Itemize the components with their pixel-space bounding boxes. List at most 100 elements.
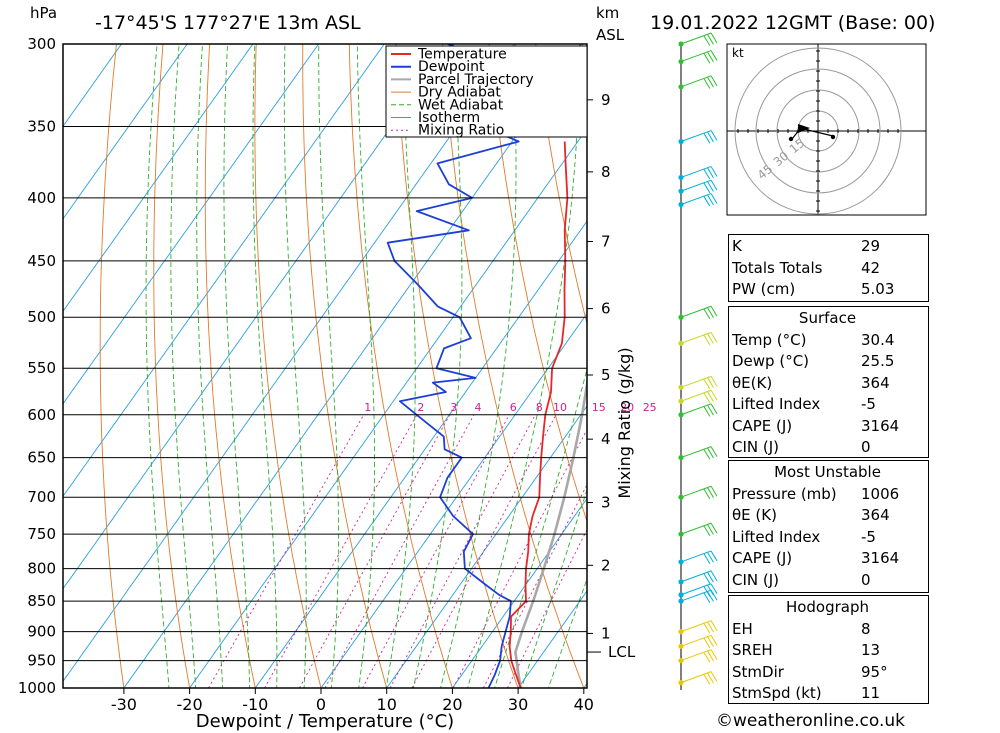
wind-barb-flag (710, 635, 718, 646)
wind-barb-flag (707, 333, 714, 344)
wind-barb-flag (710, 306, 718, 317)
wind-barb-flag (707, 487, 714, 498)
wind-barb-flag (707, 571, 714, 583)
temperature-tick-label: 40 (574, 695, 594, 714)
isotherm-line (63, 44, 188, 220)
dry-adiabat-line (924, 0, 1000, 714)
pressure-tick-label: 450 (27, 252, 56, 270)
unstable-label: θE (K) (732, 506, 777, 524)
pressure-tick-label: 550 (27, 359, 56, 377)
unstable-value: 364 (861, 506, 890, 524)
wet-adiabat-line (440, 44, 517, 688)
dry-adiabat-line (99, 44, 125, 688)
legend-label: Dry Adiabat (418, 85, 501, 101)
hodo-row: StmSpd (kt) 11 (728, 683, 927, 705)
wind-profile (678, 32, 718, 690)
site-credit[interactable]: ©weatheronline.co.uk (716, 711, 906, 731)
wind-barb (680, 193, 712, 205)
wind-barb (680, 634, 712, 647)
hodograph-unit-label: kt (732, 46, 744, 60)
location-label: -17°45'S 177°27'E 13m ASL (95, 12, 361, 34)
pressure-tick-label: 800 (27, 560, 56, 578)
km-tick-label: 2 (601, 556, 611, 574)
legend-label: Dewpoint (418, 59, 485, 75)
mixing-ratio-line (452, 428, 587, 688)
unstable-value: -5 (861, 527, 876, 546)
km-tick-label: 9 (601, 91, 611, 109)
wind-barb-flag (703, 448, 711, 460)
wind-barb (680, 583, 712, 596)
hodo-value: 11 (861, 684, 881, 702)
wind-barb-flag (707, 194, 714, 206)
wind-barb-flag (710, 332, 718, 343)
wind-barb-flag (710, 75, 718, 87)
surface-table: Surface Temp (°C) 30.4 Dewp (°C) 25.5 θE(K) 3… (728, 306, 927, 459)
storm-motion-arrow (798, 124, 810, 133)
wind-barb-flag (710, 485, 718, 497)
pressure-tick-label: 500 (27, 308, 56, 326)
wind-barb-flag (707, 591, 714, 602)
sounding-curves (386, 44, 587, 688)
pressure-tick-label: 950 (27, 652, 56, 670)
general-row: K 29 (728, 236, 927, 258)
hodo-label: SREH (732, 641, 773, 659)
pressure-tick-label: 300 (27, 35, 56, 53)
wind-barb (680, 589, 712, 602)
wind-barb-flag (703, 651, 711, 663)
wind-barb-flag (703, 592, 711, 603)
wind-barb-flag (707, 621, 714, 633)
wind-barb-flag (707, 181, 714, 192)
surface-box (728, 306, 929, 458)
wind-barb-flag (707, 404, 714, 416)
hodo-row: EH 8 (728, 619, 927, 641)
km-tick-label: 7 (601, 233, 611, 251)
surface-value: 0 (861, 438, 871, 456)
wind-barb-flag (710, 446, 718, 457)
hodograph-point (830, 134, 836, 140)
mixing-ratio-tick-label: 20 (620, 401, 634, 414)
wet-adiabat-line (318, 44, 339, 688)
wind-level-dot (678, 579, 684, 585)
temperature-tick-label: 30 (508, 695, 528, 714)
km-tick-label: 1 (601, 624, 611, 642)
hodograph-ring (776, 89, 860, 173)
most-unstable-box (728, 460, 929, 593)
mixing-ratio-line (264, 414, 418, 688)
wind-barb (680, 375, 712, 388)
temperature-tick-label: 0 (316, 695, 326, 714)
parcel-curve (514, 376, 587, 688)
mixing-ratio-line (506, 528, 587, 688)
unstable-value: 3164 (861, 549, 900, 567)
wind-barb (680, 305, 712, 318)
hodo-label: EH (732, 619, 753, 638)
hodograph-ring (755, 68, 881, 194)
wind-barb-flag (703, 406, 711, 417)
km-tick-label: 6 (601, 300, 611, 318)
hpa-unit-label: hPa (30, 4, 57, 22)
temperature-tick-label: 10 (377, 695, 397, 714)
surface-value: 364 (861, 373, 890, 392)
wind-barb-flag (710, 583, 718, 595)
pressure-tick-label: 1000 (18, 679, 56, 697)
hodograph-ring (734, 47, 902, 215)
surface-row: θE(K) 364 (728, 373, 927, 395)
unstable-label: CAPE (J) (732, 549, 793, 567)
wind-barb (680, 446, 712, 459)
km-tick-label: 4 (601, 430, 611, 448)
wind-barb-flag (703, 168, 711, 180)
wind-barb (680, 75, 712, 88)
surface-value: 30.4 (861, 330, 895, 349)
wind-barb-flag (710, 522, 718, 534)
wind-barb-flag (710, 32, 718, 44)
surface-row: Dewp (°C) 25.5 (728, 351, 927, 373)
mixing-ratio-line (482, 483, 587, 688)
wind-barb-flag (707, 650, 714, 662)
surface-value: -5 (861, 395, 876, 413)
legend-label: Isotherm (418, 110, 480, 126)
wind-barb (680, 403, 712, 416)
axes: 3003504004505005506006507007508008509009… (18, 35, 594, 714)
wind-barb (680, 550, 712, 563)
surface-label: CAPE (J) (732, 416, 793, 435)
surface-value: 25.5 (861, 352, 895, 370)
